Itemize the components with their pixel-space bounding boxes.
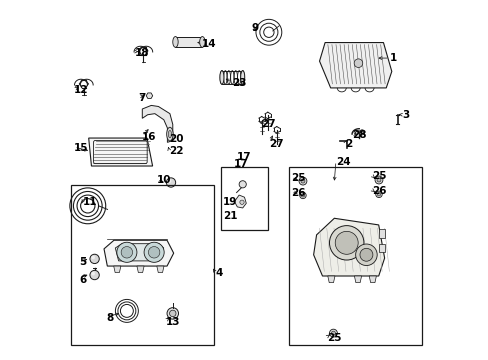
Text: 27: 27 xyxy=(269,139,284,149)
Text: 19: 19 xyxy=(223,197,237,207)
Polygon shape xyxy=(368,276,376,283)
Ellipse shape xyxy=(172,37,178,47)
Bar xyxy=(175,37,202,47)
Text: 17: 17 xyxy=(233,159,248,169)
Text: 3: 3 xyxy=(402,111,409,121)
Circle shape xyxy=(355,244,376,266)
Bar xyxy=(70,185,214,345)
Text: 20: 20 xyxy=(169,134,183,144)
Text: 24: 24 xyxy=(335,157,350,167)
Circle shape xyxy=(121,247,132,258)
Circle shape xyxy=(329,226,363,260)
Text: 8: 8 xyxy=(106,313,113,323)
Polygon shape xyxy=(354,276,361,283)
Circle shape xyxy=(329,329,337,337)
Bar xyxy=(221,167,267,230)
Circle shape xyxy=(376,178,380,182)
Circle shape xyxy=(167,308,178,319)
Text: 13: 13 xyxy=(165,317,180,327)
Polygon shape xyxy=(115,244,163,261)
Text: 17: 17 xyxy=(237,152,251,162)
Circle shape xyxy=(239,200,244,204)
Text: 12: 12 xyxy=(74,85,88,95)
Ellipse shape xyxy=(220,71,224,84)
Circle shape xyxy=(301,194,304,197)
Circle shape xyxy=(144,242,164,262)
Polygon shape xyxy=(88,138,152,166)
Polygon shape xyxy=(313,218,384,276)
Circle shape xyxy=(360,131,363,134)
Circle shape xyxy=(117,242,137,262)
Text: 28: 28 xyxy=(351,130,366,140)
Polygon shape xyxy=(234,195,246,208)
Text: 15: 15 xyxy=(74,143,88,153)
Ellipse shape xyxy=(168,131,171,138)
Text: 25: 25 xyxy=(290,173,305,183)
Text: 7: 7 xyxy=(139,93,146,103)
Text: 18: 18 xyxy=(135,48,149,58)
Polygon shape xyxy=(327,276,334,283)
Text: 26: 26 xyxy=(290,188,305,198)
Circle shape xyxy=(374,176,382,184)
Bar xyxy=(378,244,385,252)
Circle shape xyxy=(166,178,175,187)
Text: 5: 5 xyxy=(80,257,86,267)
Text: 25: 25 xyxy=(326,333,341,343)
Text: 26: 26 xyxy=(371,186,386,196)
Circle shape xyxy=(148,247,160,258)
Circle shape xyxy=(91,272,95,275)
Circle shape xyxy=(335,231,357,254)
Polygon shape xyxy=(157,266,163,273)
Polygon shape xyxy=(137,266,144,273)
Text: 21: 21 xyxy=(223,211,237,221)
Text: 9: 9 xyxy=(251,23,258,33)
Polygon shape xyxy=(142,105,172,142)
Ellipse shape xyxy=(199,37,204,47)
Circle shape xyxy=(90,254,99,264)
Bar xyxy=(289,167,421,345)
Circle shape xyxy=(359,130,364,135)
Polygon shape xyxy=(146,93,152,99)
Ellipse shape xyxy=(240,71,244,84)
Text: 1: 1 xyxy=(389,53,396,63)
Circle shape xyxy=(299,192,305,199)
Circle shape xyxy=(167,179,171,183)
Text: 22: 22 xyxy=(169,146,183,156)
Polygon shape xyxy=(319,42,391,88)
Circle shape xyxy=(331,331,335,335)
Circle shape xyxy=(377,193,380,196)
Circle shape xyxy=(359,248,372,261)
Polygon shape xyxy=(114,266,121,273)
Circle shape xyxy=(301,179,305,183)
Circle shape xyxy=(298,177,306,185)
Bar xyxy=(378,229,385,238)
Circle shape xyxy=(90,270,99,280)
Text: 25: 25 xyxy=(371,171,386,181)
Text: 11: 11 xyxy=(83,197,98,207)
Text: 14: 14 xyxy=(201,39,216,49)
Text: 23: 23 xyxy=(231,78,246,88)
Circle shape xyxy=(169,310,176,317)
Text: 16: 16 xyxy=(142,132,157,142)
Text: 10: 10 xyxy=(156,175,171,185)
Circle shape xyxy=(353,59,362,67)
Text: 2: 2 xyxy=(344,139,351,149)
Text: 6: 6 xyxy=(80,275,86,285)
Circle shape xyxy=(375,191,382,198)
Polygon shape xyxy=(104,240,173,266)
Circle shape xyxy=(239,181,246,188)
Text: 4: 4 xyxy=(215,268,223,278)
Ellipse shape xyxy=(166,127,173,141)
Circle shape xyxy=(91,256,95,259)
Text: 27: 27 xyxy=(260,120,275,129)
